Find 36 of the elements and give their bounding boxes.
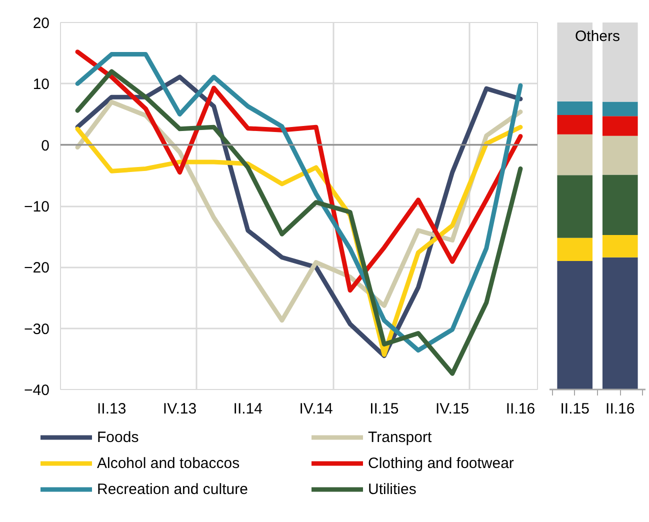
y-tick-label: −40 — [24, 382, 50, 399]
bar — [557, 101, 593, 115]
bar — [602, 174, 638, 235]
x-tick-label: IV.13 — [162, 400, 197, 418]
series-label: Others — [574, 28, 620, 45]
bar — [557, 114, 593, 134]
x-tick-label: II.16 — [606, 400, 635, 418]
y-tick-label: −30 — [24, 320, 50, 338]
bar — [602, 257, 638, 390]
x-tick-label: IV.15 — [436, 400, 470, 418]
y-tick-label: 10 — [32, 76, 50, 94]
y-tick-label: 20 — [32, 15, 50, 32]
bar — [602, 136, 638, 175]
x-tick-label: II.15 — [560, 400, 590, 418]
bar — [557, 238, 593, 262]
x-tick-label: II.14 — [233, 400, 262, 418]
x-tick-label: IV.14 — [299, 400, 333, 418]
legend-label: Clothing and footwear — [368, 454, 515, 474]
legend-label: Transport — [368, 428, 433, 448]
legend-label: Foods — [97, 428, 140, 448]
x-tick-label: II.15 — [370, 400, 399, 418]
y-tick-label: 0 — [41, 137, 50, 154]
legend-label: Alcohol and tobaccos — [97, 454, 241, 474]
x-tick-label: II.13 — [97, 400, 126, 418]
legend-label: Recreation and culture — [97, 480, 249, 500]
line-series — [75, 50, 523, 293]
bar — [602, 102, 638, 116]
bar — [602, 234, 638, 258]
x-tick-label: II.16 — [506, 400, 536, 418]
y-tick-label: −10 — [24, 198, 50, 216]
bar — [557, 261, 593, 390]
legend-label: Utilities — [368, 480, 418, 500]
y-tick-label: −20 — [24, 260, 50, 277]
bar — [602, 116, 638, 136]
bar — [557, 175, 593, 238]
bar — [557, 134, 593, 176]
